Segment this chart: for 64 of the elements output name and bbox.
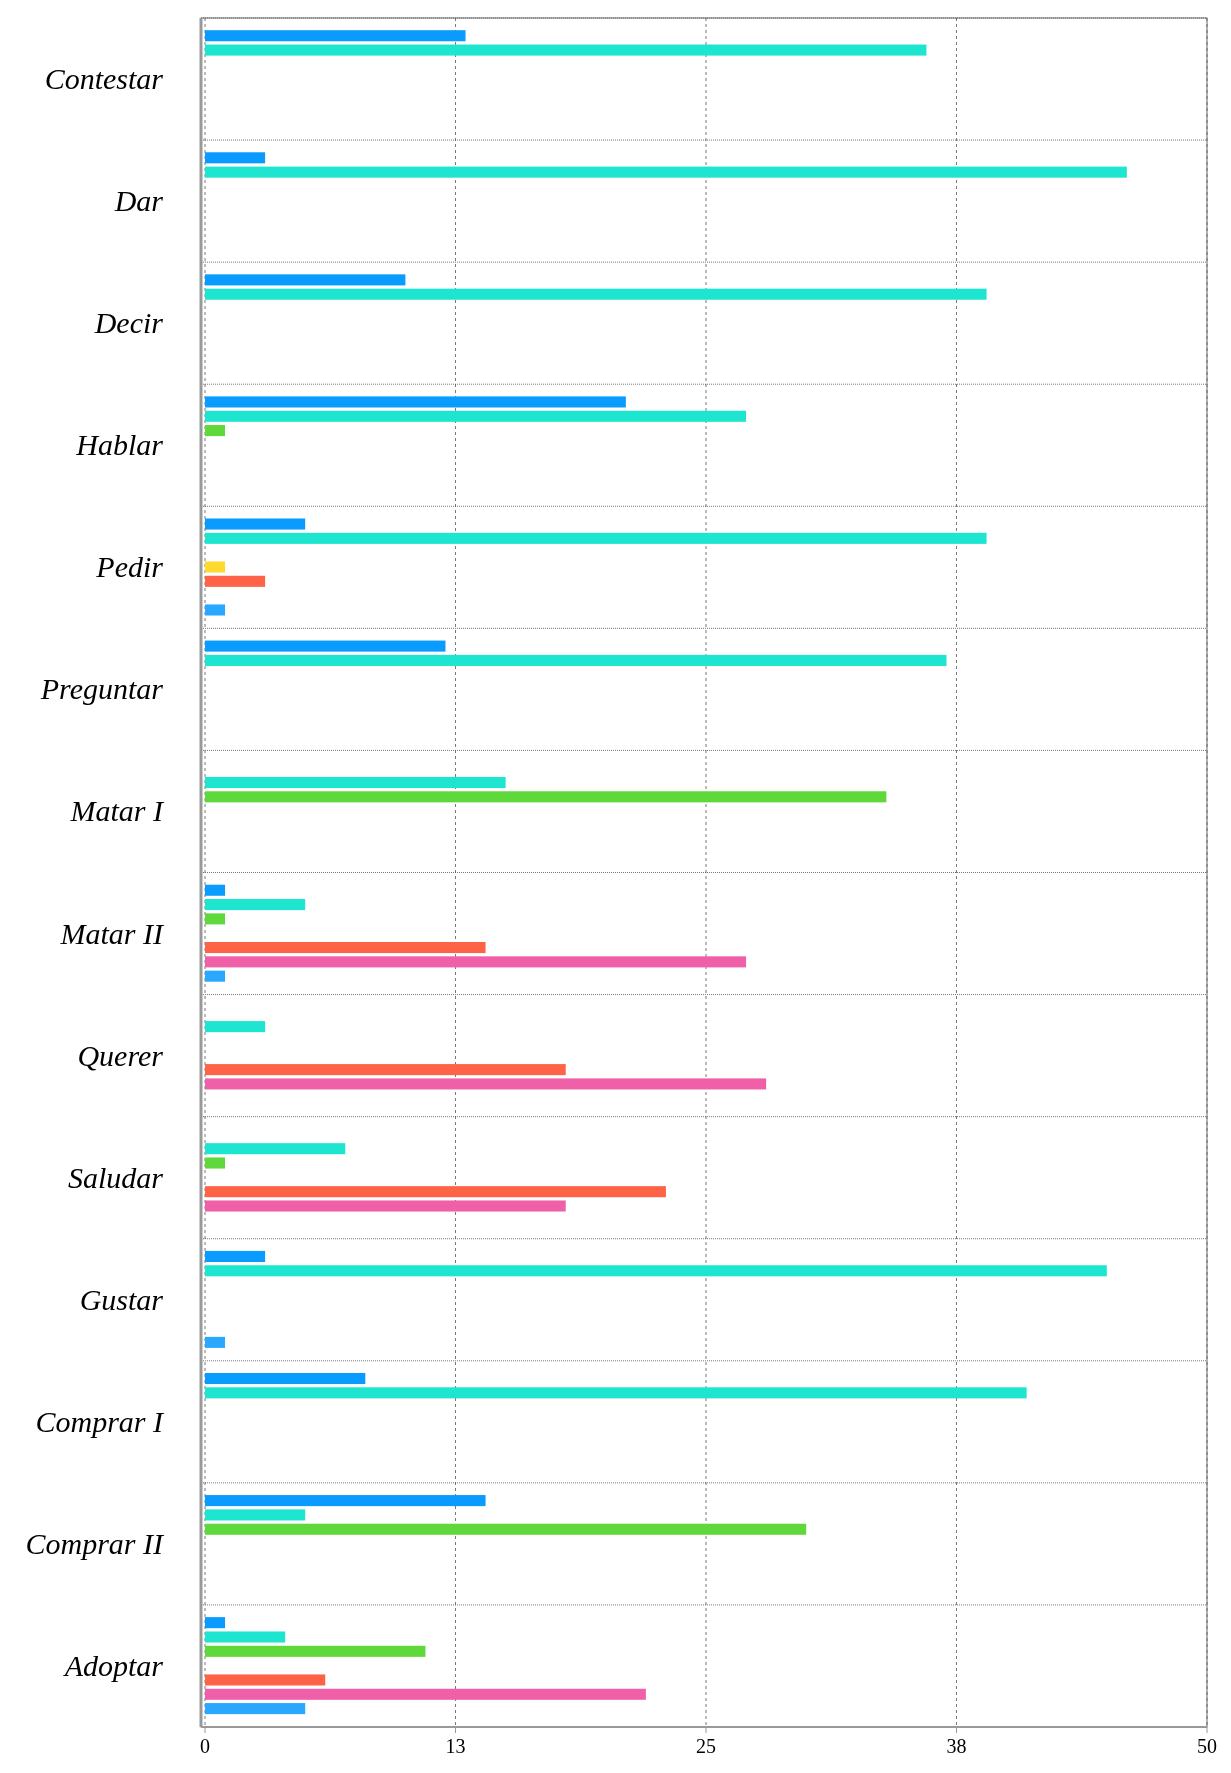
bar <box>205 1631 286 1643</box>
bar <box>205 152 266 164</box>
bar <box>205 1703 306 1715</box>
bar <box>205 1688 646 1700</box>
bar <box>205 942 486 954</box>
y-tick-label: Matar I <box>69 794 165 828</box>
bar <box>205 44 927 56</box>
bar <box>205 288 987 300</box>
bar <box>205 1143 346 1155</box>
bar <box>205 425 226 437</box>
bar <box>205 1021 266 1033</box>
y-tick-label: Comprar II <box>25 1526 165 1560</box>
bar <box>205 913 226 925</box>
y-tick-label: Adoptar <box>62 1648 164 1682</box>
bar <box>205 1078 767 1090</box>
bar <box>205 396 626 408</box>
y-tick-label: Gustar <box>79 1282 164 1316</box>
bar <box>205 970 226 982</box>
bar <box>205 1674 326 1686</box>
bar <box>205 1200 566 1212</box>
bar <box>205 1645 426 1657</box>
bar <box>205 1250 266 1262</box>
bar <box>205 274 406 286</box>
y-tick-label: Pedir <box>95 550 164 584</box>
bar <box>205 1372 366 1385</box>
y-tick-label: Matar II <box>59 916 166 950</box>
bar <box>205 1387 1027 1399</box>
y-tick-label: Decir <box>93 306 164 340</box>
bar <box>205 532 987 544</box>
x-tick-label: 50 <box>1197 1735 1217 1757</box>
x-tick-label: 13 <box>445 1735 466 1757</box>
bar <box>205 654 947 666</box>
y-tick-label: Comprar I <box>35 1404 166 1438</box>
bar <box>205 1495 486 1507</box>
y-tick-label: Preguntar <box>39 672 164 706</box>
y-tick-label: Saludar <box>67 1160 164 1194</box>
bar <box>205 604 226 616</box>
bar <box>205 1186 666 1198</box>
bar <box>205 30 466 42</box>
bar <box>205 518 306 530</box>
bar <box>205 1157 226 1169</box>
bar <box>205 1336 226 1348</box>
y-tick-label: Hablar <box>75 428 164 462</box>
bar <box>205 956 747 968</box>
bar <box>205 1617 226 1629</box>
bar <box>205 776 506 789</box>
bar <box>205 1509 306 1521</box>
bar <box>205 1265 1107 1277</box>
bar <box>205 1064 566 1076</box>
x-tick-label: 38 <box>946 1735 967 1757</box>
bar <box>205 166 1127 178</box>
bar <box>205 884 226 896</box>
y-tick-label: Querer <box>77 1038 164 1072</box>
bar <box>205 575 266 587</box>
x-tick-label: 25 <box>696 1735 716 1757</box>
bar <box>205 640 446 652</box>
x-tick-label: 0 <box>200 1735 210 1757</box>
y-tick-label: Dar <box>113 184 164 218</box>
bar <box>205 561 226 573</box>
y-tick-label: Contestar <box>44 62 164 96</box>
bar <box>205 899 306 911</box>
bar <box>205 410 747 422</box>
bar <box>205 791 887 803</box>
bar <box>205 1523 807 1535</box>
